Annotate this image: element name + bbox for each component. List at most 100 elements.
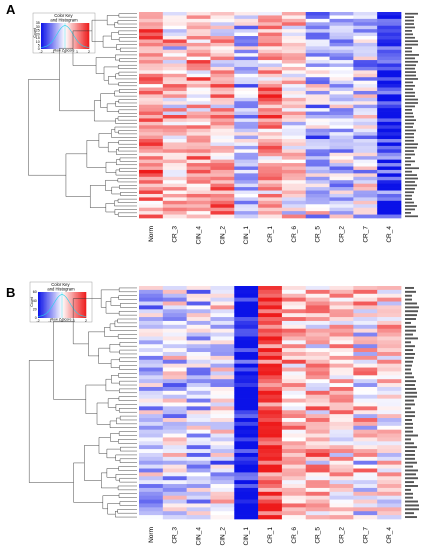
heatmap-cell — [258, 305, 283, 310]
heatmap-cell — [258, 173, 283, 178]
row-label-mark — [405, 360, 413, 363]
heatmap-cell — [281, 402, 307, 407]
row-label-mark — [405, 184, 417, 187]
heatmap-cell — [281, 371, 307, 376]
heatmap-cell — [258, 386, 283, 392]
heatmap-cell — [353, 390, 378, 396]
heatmap-cell — [281, 418, 307, 423]
heatmap-cell — [305, 456, 330, 462]
heatmap-cell — [281, 90, 307, 95]
heatmap-cell — [281, 375, 307, 380]
heatmap-cell — [234, 456, 259, 462]
heatmap-cell — [329, 145, 354, 150]
heatmap-cell — [329, 503, 354, 508]
dendrogram-branch — [86, 140, 106, 168]
heatmap-cell — [305, 390, 330, 396]
color-key-swatch — [58, 292, 60, 318]
heatmap-cell — [234, 60, 259, 64]
heatmap-cell — [210, 352, 235, 357]
heatmap-cell — [139, 53, 164, 57]
heatmap-cell — [162, 414, 187, 419]
heatmap-cell — [186, 36, 211, 40]
row-label-mark — [405, 112, 413, 115]
heatmap-cell — [281, 173, 307, 178]
heatmap-cell — [210, 101, 235, 106]
heatmap-cell — [281, 332, 307, 337]
row-label-mark — [405, 167, 419, 170]
heatmap-cell — [234, 159, 259, 164]
heatmap-cell — [281, 487, 307, 493]
heatmap-cell — [377, 305, 402, 310]
heatmap-cell — [353, 139, 378, 143]
row-label-mark — [405, 211, 411, 214]
heatmap-cell — [234, 73, 259, 78]
heatmap-cell — [353, 464, 378, 469]
heatmap-cell — [186, 187, 211, 191]
heatmap-cell — [234, 139, 259, 143]
heatmap-cell — [234, 503, 259, 508]
heatmap-cell — [162, 180, 187, 185]
heatmap-cell — [305, 32, 330, 37]
heatmap-cell — [377, 187, 402, 191]
dendrogram-branch — [111, 129, 137, 138]
color-key-swatch — [48, 23, 50, 49]
heatmap-cell — [210, 42, 235, 47]
heatmap-cell — [329, 60, 354, 64]
heatmap-cell — [305, 193, 330, 198]
heatmap-cell — [139, 39, 164, 44]
heatmap-cell — [377, 297, 402, 302]
heatmap-cell — [353, 367, 378, 372]
heatmap-cell — [353, 293, 378, 298]
dendrogram-branch — [117, 485, 137, 491]
heatmap-cell — [329, 97, 354, 102]
heatmap-cell — [186, 289, 211, 295]
heatmap-cell — [305, 139, 330, 143]
heatmap-cell — [186, 394, 211, 399]
color-key-swatch — [66, 292, 69, 318]
heatmap-cell — [353, 449, 378, 454]
dendrogram-branch — [28, 79, 66, 176]
heatmap-cell — [377, 340, 402, 345]
heatmap-cell — [305, 60, 330, 64]
heatmap-cell — [281, 80, 307, 85]
heatmap-cell — [353, 73, 378, 78]
heatmap-cell — [234, 418, 259, 423]
heatmap-cell — [281, 359, 307, 365]
heatmap-cell — [186, 476, 211, 481]
heatmap-cell — [139, 190, 164, 195]
heatmap-cell — [281, 410, 307, 415]
row-label-mark — [405, 453, 415, 456]
heatmap-cell — [258, 379, 283, 384]
heatmap-cell — [377, 156, 402, 160]
heatmap-cell — [162, 456, 187, 462]
heatmap-cell — [258, 495, 283, 500]
heatmap-cell — [258, 87, 283, 92]
heatmap-cell — [186, 53, 211, 57]
heatmap-cell — [234, 101, 259, 106]
heatmap-cell — [281, 108, 307, 112]
heatmap-cell — [162, 135, 187, 140]
row-label-mark — [405, 187, 415, 190]
heatmap-cell — [210, 73, 235, 78]
heatmap-cell — [305, 94, 330, 99]
heatmap-cell — [162, 480, 187, 485]
heatmap-cell — [329, 104, 354, 109]
heatmap-cell — [234, 429, 259, 434]
heatmap-cell — [305, 15, 330, 20]
heatmap-cell — [234, 22, 259, 27]
heatmap-cell — [329, 375, 354, 380]
heatmap-cell — [305, 394, 330, 399]
heatmap-cell — [353, 452, 378, 458]
row-label-mark — [405, 84, 415, 87]
heatmap-cell — [305, 445, 330, 450]
heatmap-cell — [353, 336, 378, 341]
heatmap-cell — [139, 402, 164, 407]
heatmap-cell — [162, 211, 187, 215]
heatmap-cell — [162, 383, 187, 388]
dendrogram-branch — [119, 388, 137, 394]
color-key: Color Key and Histogram Row Z-Score Coun… — [32, 12, 96, 54]
heatmap-cell — [186, 49, 211, 54]
row-label-mark — [405, 170, 412, 173]
heatmap-cell — [329, 90, 354, 95]
color-key-swatch — [48, 292, 51, 318]
